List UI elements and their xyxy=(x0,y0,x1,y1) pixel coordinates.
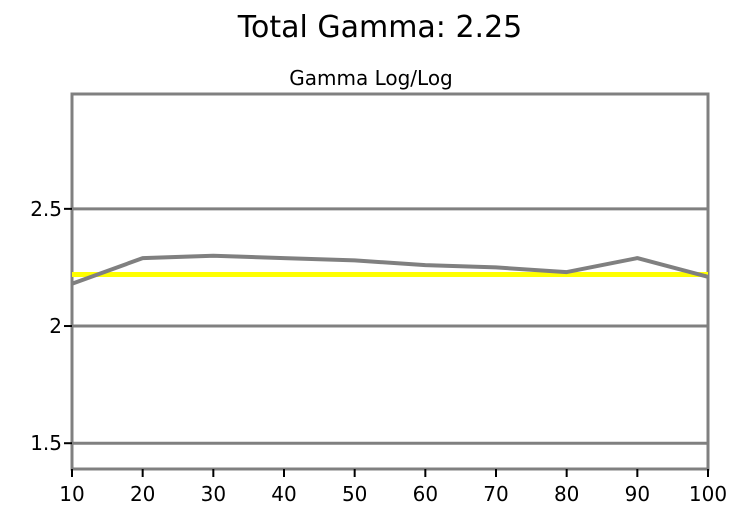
y-tick-label: 2 xyxy=(49,314,62,338)
series-lines xyxy=(71,253,709,286)
x-tick-label: 30 xyxy=(201,482,226,506)
series-line-measured xyxy=(71,253,709,286)
x-tick-label: 80 xyxy=(554,482,579,506)
chart-subtitle: Gamma Log/Log xyxy=(289,66,453,90)
x-axis: 10 20 30 40 50 60 70 80 90 100 xyxy=(59,469,727,506)
chart-title: Total Gamma: 2.25 xyxy=(237,10,523,45)
y-axis: 1.5 2 2.5 xyxy=(30,197,72,455)
x-tick-label: 10 xyxy=(59,482,84,506)
x-tick-label: 60 xyxy=(413,482,438,506)
gridlines xyxy=(72,207,708,445)
x-tick-label: 90 xyxy=(625,482,650,506)
x-tick-label: 20 xyxy=(130,482,155,506)
y-tick-label: 2.5 xyxy=(30,197,62,221)
y-tick-label: 1.5 xyxy=(30,431,62,455)
x-tick-label: 40 xyxy=(271,482,296,506)
x-tick-label: 50 xyxy=(342,482,367,506)
x-tick-label: 70 xyxy=(483,482,508,506)
x-tick-label: 100 xyxy=(689,482,727,506)
plot-frame xyxy=(70,92,710,471)
